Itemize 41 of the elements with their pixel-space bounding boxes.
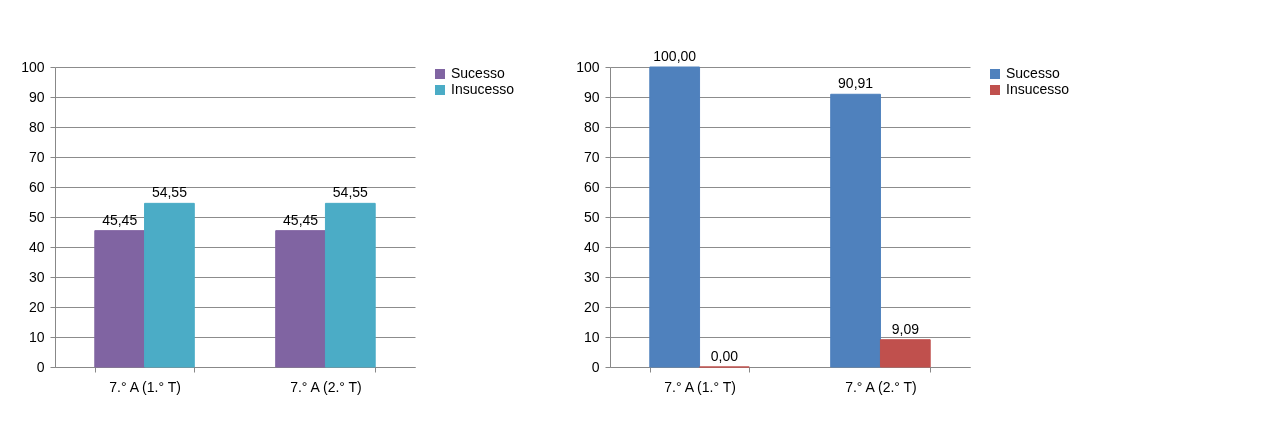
- x-tick-label: 7.° A (1.° T): [664, 378, 736, 395]
- x-tick-label: 7.° A (2.° T): [290, 378, 362, 395]
- y-tick-label: 60: [28, 178, 45, 195]
- y-tick-label: 20: [583, 298, 600, 315]
- y-tick-label: 90: [28, 88, 45, 105]
- data-label: 54,55: [332, 184, 369, 201]
- y-tick-label: 70: [28, 148, 45, 165]
- y-tick-label: 80: [28, 118, 45, 135]
- data-label: 90,91: [838, 75, 874, 92]
- y-tick-label: 70: [583, 148, 600, 165]
- x-tick-label: 7.° A (1.° T): [109, 378, 181, 395]
- x-tick-label: 7.° A (2.° T): [845, 378, 917, 395]
- data-label: 100,00: [653, 48, 697, 64]
- y-tick-label: 30: [28, 268, 45, 285]
- data-label: 9,09: [891, 320, 920, 337]
- y-tick-label: 100: [576, 58, 600, 75]
- legend-label: Insucesso: [451, 81, 515, 97]
- y-tick-label: 40: [28, 238, 45, 255]
- bar: [649, 66, 701, 368]
- data-label: 0,00: [710, 348, 739, 364]
- y-tick-label: 10: [28, 328, 45, 345]
- data-label: 45,45: [283, 211, 319, 228]
- y-tick-label: 40: [583, 238, 600, 255]
- y-tick-label: 80: [583, 118, 600, 135]
- legend-label: Sucesso: [1006, 65, 1060, 81]
- data-label: 54,55: [151, 184, 188, 201]
- bar: [879, 339, 931, 368]
- y-tick-label: 60: [583, 178, 600, 195]
- y-tick-label: 90: [583, 88, 600, 105]
- y-tick-label: 30: [583, 268, 600, 285]
- bar: [830, 93, 881, 368]
- y-tick-label: 50: [28, 208, 45, 225]
- y-tick-label: 0: [591, 358, 600, 375]
- legend-label: Insucesso: [1006, 81, 1070, 97]
- data-label: 45,45: [102, 211, 138, 228]
- legend-label: Sucesso: [451, 65, 505, 81]
- y-tick-label: 0: [36, 358, 45, 375]
- y-tick-label: 10: [583, 328, 600, 345]
- y-tick-label: 20: [28, 298, 45, 315]
- y-tick-label: 50: [583, 208, 600, 225]
- y-tick-label: 100: [21, 58, 45, 75]
